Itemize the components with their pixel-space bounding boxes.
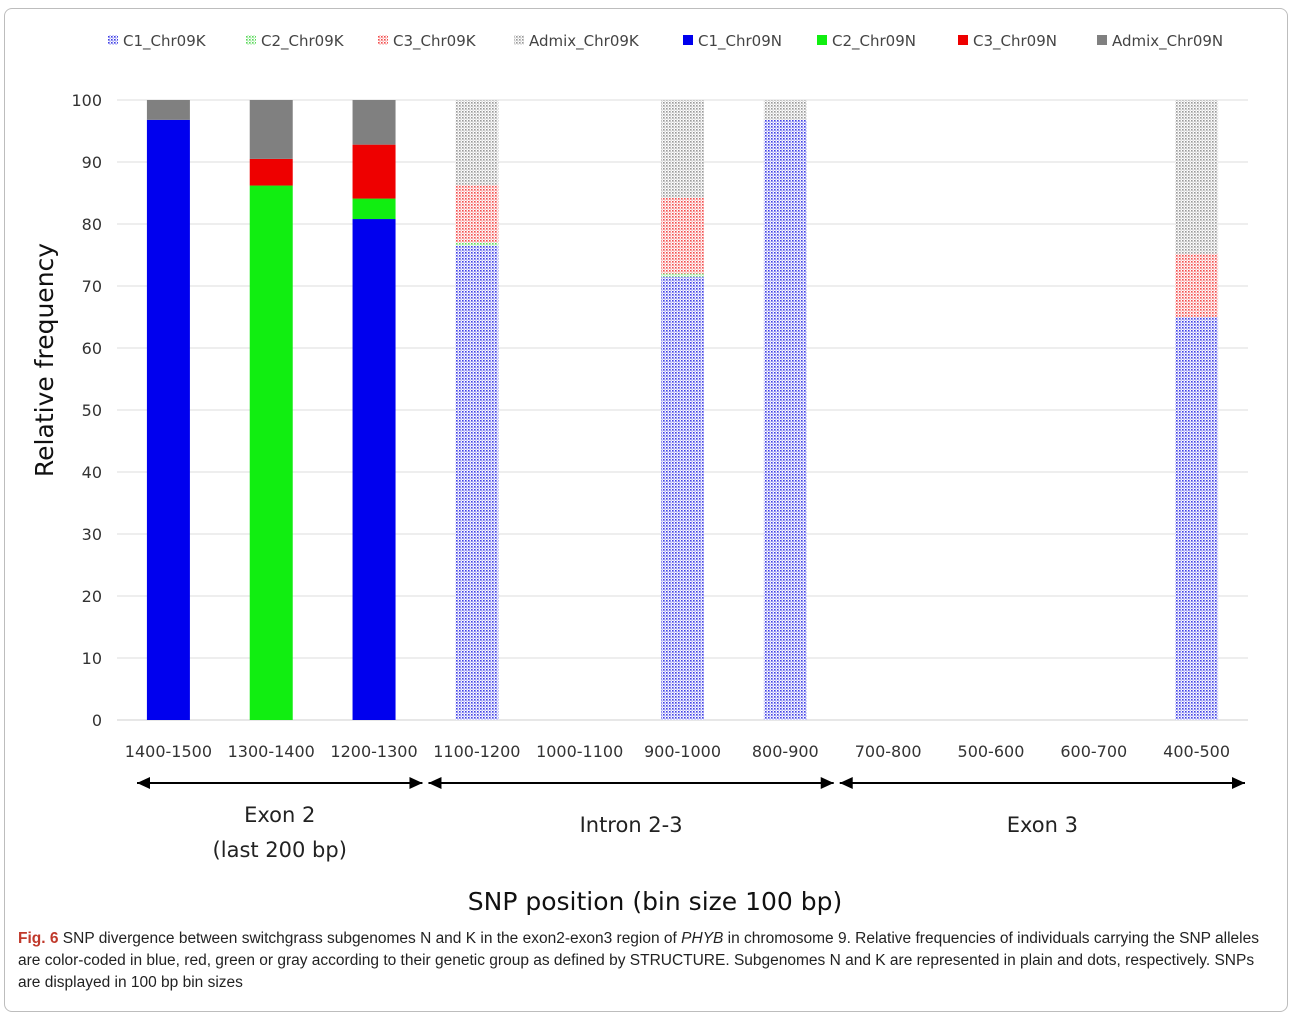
arrowhead	[409, 777, 423, 789]
region-label: Exon 3	[1007, 813, 1078, 837]
bar-segment-c2_chr09k-1100-1200	[455, 242, 499, 246]
caption-text-2: in chromosome 9. Relative frequencies of…	[18, 930, 1259, 991]
figure-label: Fig. 6	[18, 930, 59, 947]
legend-swatch-c3_chr09k	[378, 35, 388, 45]
y-tick-label: 20	[82, 587, 102, 606]
bar-segment-admix_chr09k-1100-1200	[455, 100, 499, 185]
x-axis-label: SNP position (bin size 100 bp)	[468, 887, 843, 916]
legend-label-c2_chr09n: C2_Chr09N	[832, 32, 916, 51]
bar-segment-c1_chr09n-1200-1300	[352, 219, 396, 721]
bars	[146, 100, 1219, 721]
x-tick-label: 1400-1500	[125, 742, 212, 761]
legend-swatch-c3_chr09n	[958, 35, 968, 45]
arrowhead	[137, 777, 150, 789]
legend-label-c2_chr09k: C2_Chr09K	[261, 32, 345, 51]
bar-segment-admix_chr09k-900-1000	[661, 100, 704, 198]
region-label: Intron 2-3	[580, 813, 683, 837]
bar-segment-c1_chr09n-1400-1500	[146, 119, 190, 721]
legend-label-c3_chr09n: C3_Chr09N	[973, 32, 1057, 51]
legend-label-c3_chr09k: C3_Chr09K	[393, 32, 477, 51]
x-tick-label: 900-1000	[644, 742, 721, 761]
y-tick-labels: 0 10 20 30 40 50 60 70 80 90 100	[71, 91, 102, 730]
chart: C1_Chr09K C2_Chr09K C3_Chr09K Admix_Chr09K C…	[30, 32, 1248, 916]
bar-segment-c2_chr09n-1200-1300	[352, 198, 396, 220]
bar-segment-c1_chr09k-1100-1200	[455, 245, 499, 720]
y-axis-label: Relative frequency	[30, 243, 59, 477]
y-tick-label: 90	[82, 153, 102, 172]
legend-swatch-c2_chr09k	[246, 35, 256, 45]
legend-label-admix_chr09k: Admix_Chr09K	[529, 32, 640, 51]
bar-segment-c1_chr09k-800-900	[763, 119, 807, 721]
x-tick-label: 1200-1300	[330, 742, 417, 761]
figure-frame	[4, 8, 1288, 1012]
legend-swatch-c1_chr09k	[108, 35, 118, 45]
y-tick-label: 10	[82, 649, 102, 668]
arrowhead	[820, 777, 834, 789]
bar-segment-c1_chr09k-900-1000	[661, 276, 704, 720]
legend-swatch-c2_chr09n	[817, 35, 827, 45]
x-tick-label: 1300-1400	[228, 742, 315, 761]
caption-text-1: SNP divergence between switchgrass subge…	[58, 930, 682, 947]
legend-swatch-admix_chr09n	[1097, 35, 1107, 45]
x-tick-label: 1000-1100	[536, 742, 623, 761]
bar-segment-c3_chr09k-400-500	[1175, 253, 1219, 317]
bar-segment-c3_chr09k-1100-1200	[455, 184, 499, 243]
x-tick-label: 700-800	[855, 742, 922, 761]
legend: C1_Chr09K C2_Chr09K C3_Chr09K Admix_Chr09K C…	[108, 32, 1223, 51]
legend-label-admix_chr09n: Admix_Chr09N	[1112, 32, 1223, 51]
y-tick-label: 0	[92, 711, 102, 730]
legend-swatch-c1_chr09n	[683, 35, 693, 45]
arrowhead	[428, 777, 442, 789]
figure-caption: Fig. 6 SNP divergence between switchgras…	[18, 928, 1268, 994]
x-tick-label: 500-600	[958, 742, 1025, 761]
x-tick-label: 1100-1200	[433, 742, 520, 761]
bar-segment-admix_chr09n-1400-1500	[146, 100, 190, 120]
bar-segment-c3_chr09n-1300-1400	[249, 158, 293, 186]
x-tick-label: 400-500	[1163, 742, 1230, 761]
region-sublabel: (last 200 bp)	[213, 838, 347, 862]
caption-gene: PHYB	[681, 930, 724, 947]
y-tick-label: 70	[82, 277, 102, 296]
y-tick-label: 40	[82, 463, 102, 482]
bar-segment-admix_chr09n-1200-1300	[352, 100, 396, 145]
legend-label-c1_chr09n: C1_Chr09N	[698, 32, 782, 51]
y-tick-label: 80	[82, 215, 102, 234]
bar-segment-c2_chr09k-900-1000	[661, 273, 704, 277]
region-label: Exon 2	[244, 803, 315, 827]
x-tick-label: 600-700	[1060, 742, 1127, 761]
bar-segment-admix_chr09n-1300-1400	[249, 100, 293, 159]
y-tick-label: 60	[82, 339, 102, 358]
legend-swatch-admix_chr09k	[514, 35, 524, 45]
y-tick-label: 50	[82, 401, 102, 420]
arrowhead	[1232, 777, 1245, 789]
legend-label-c1_chr09k: C1_Chr09K	[123, 32, 207, 51]
x-tick-labels: 1400-1500 1300-1400 1200-1300 1100-1200 1000…	[125, 742, 1230, 761]
bar-segment-c2_chr09n-1300-1400	[249, 185, 293, 720]
y-tick-label: 30	[82, 525, 102, 544]
bar-segment-c3_chr09n-1200-1300	[352, 144, 396, 199]
x-tick-label: 800-900	[752, 742, 819, 761]
y-tick-label: 100	[71, 91, 102, 110]
bar-segment-admix_chr09k-400-500	[1175, 100, 1219, 254]
bar-segment-c1_chr09k-400-500	[1175, 317, 1219, 720]
region-annotations: Exon 2 (last 200 bp) Intron 2-3 Exon 3	[137, 777, 1245, 862]
bar-segment-c3_chr09k-900-1000	[661, 197, 704, 274]
bar-segment-admix_chr09k-800-900	[763, 100, 807, 120]
arrowhead	[839, 777, 853, 789]
